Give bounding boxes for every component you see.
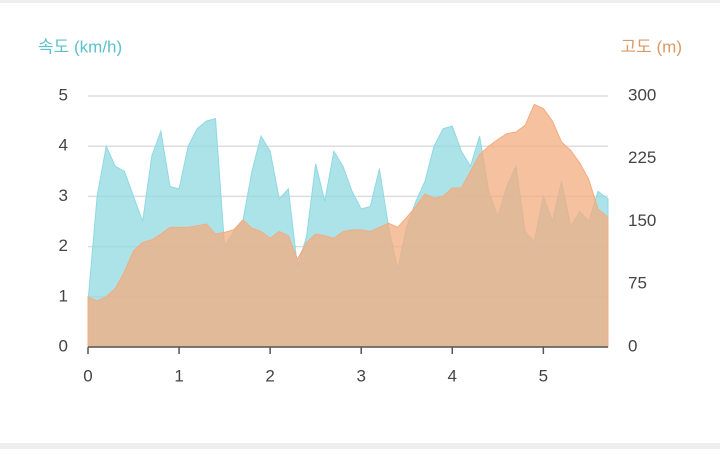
y-tick-label: 5 <box>59 85 68 104</box>
x-tick-label: 2 <box>265 366 274 385</box>
x-tick-label: 1 <box>174 366 183 385</box>
x-tick-label: 0 <box>83 366 92 385</box>
y-tick-label: 3 <box>59 186 68 205</box>
top-border <box>0 0 720 3</box>
y-tick-label: 0 <box>59 336 68 355</box>
y-tick-label: 2 <box>59 236 68 255</box>
y-tick-label: 1 <box>59 286 68 305</box>
x-tick-label: 4 <box>448 366 457 385</box>
y2-axis-title: 고도 (m) <box>621 37 683 56</box>
y2-tick-label: 0 <box>628 336 637 355</box>
y2-tick-label: 300 <box>628 85 656 104</box>
y-tick-label: 4 <box>59 136 68 155</box>
y-axis-title: 속도 (km/h) <box>38 37 122 56</box>
y2-tick-label: 225 <box>628 148 656 167</box>
area <box>87 103 609 348</box>
x-tick-label: 3 <box>356 366 365 385</box>
y2-tick-label: 150 <box>628 211 656 230</box>
x-tick-label: 5 <box>539 366 548 385</box>
y2-tick-label: 75 <box>628 274 647 293</box>
bottom-border <box>0 443 720 449</box>
